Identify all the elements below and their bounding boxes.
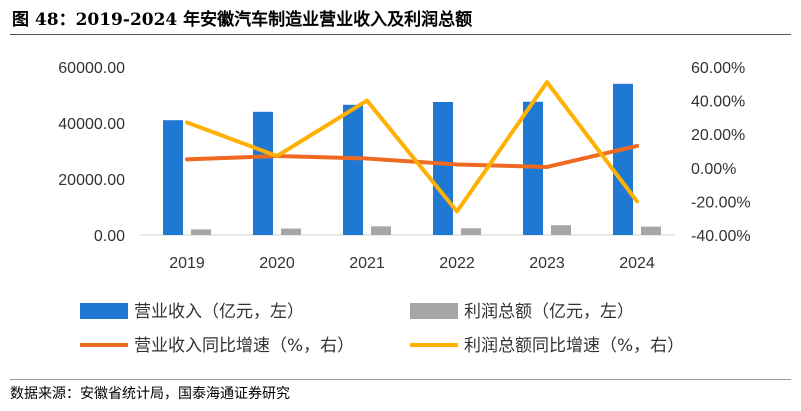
- bar-profit: [281, 228, 301, 235]
- x-axis-ticks: 2019 2020 2021 2022 2023 2024: [169, 255, 655, 272]
- left-axis-tick-label: 20000.00: [58, 172, 125, 189]
- bar-profit: [641, 226, 661, 235]
- legend-label: 利润总额同比增速（%，右）: [464, 336, 684, 356]
- line-revenue-yoy: [185, 143, 639, 169]
- lines-group: [185, 80, 639, 214]
- x-axis-tick-label: 2019: [169, 255, 205, 272]
- legend-swatch: [80, 303, 128, 319]
- right-axis-ticks: -40.00% -20.00% 0.00% 20.00% 40.00% 60.00%: [691, 60, 751, 245]
- source-rule: [10, 379, 791, 380]
- right-axis-tick-label: 0.00%: [691, 161, 736, 178]
- bar-revenue: [613, 83, 633, 235]
- legend: 营业收入（亿元，左） 利润总额（亿元，左） 营业收入同比增速（%，右） 利润总额同比增…: [80, 302, 684, 356]
- x-axis-tick-label: 2020: [259, 255, 295, 272]
- legend-label: 利润总额（亿元，左）: [464, 302, 634, 322]
- x-axis-tick-label: 2021: [349, 255, 385, 272]
- bar-revenue: [253, 111, 273, 235]
- legend-label: 营业收入（亿元，左）: [134, 302, 304, 322]
- bar-revenue: [163, 120, 183, 235]
- x-axis-tick-label: 2023: [529, 255, 565, 272]
- right-axis-tick-label: 40.00%: [691, 94, 745, 111]
- right-axis-tick-label: -20.00%: [691, 194, 751, 211]
- left-axis-tick-label: 0.00: [94, 228, 125, 245]
- x-axis-tick-label: 2024: [619, 255, 655, 272]
- bar-revenue: [343, 104, 363, 235]
- x-axis-tick-label: 2022: [439, 255, 475, 272]
- right-axis-tick-label: 60.00%: [691, 60, 745, 77]
- combo-chart: 0.00 20000.00 40000.00 60000.00 -40.00% -20.…: [58, 60, 751, 356]
- figure-title: 图 48：2019-2024 年安徽汽车制造业营业收入及利润总额: [12, 10, 473, 30]
- right-axis-tick-label: -40.00%: [691, 228, 751, 245]
- title-rule: [10, 34, 791, 35]
- line-profit-yoy: [185, 80, 639, 214]
- bar-profit: [191, 229, 211, 235]
- bar-profit: [371, 226, 391, 235]
- legend-label: 营业收入同比增速（%，右）: [134, 336, 354, 356]
- left-axis-tick-label: 40000.00: [58, 116, 125, 133]
- bar-profit: [461, 228, 481, 235]
- legend-swatch: [410, 303, 458, 319]
- source-note: 数据来源：安徽省统计局，国泰海通证券研究: [10, 386, 290, 402]
- left-axis-ticks: 0.00 20000.00 40000.00 60000.00: [58, 60, 125, 245]
- right-axis-tick-label: 20.00%: [691, 127, 745, 144]
- left-axis-tick-label: 60000.00: [58, 60, 125, 77]
- bar-profit: [551, 225, 571, 235]
- bar-revenue: [433, 102, 453, 235]
- bars-group: [163, 83, 661, 235]
